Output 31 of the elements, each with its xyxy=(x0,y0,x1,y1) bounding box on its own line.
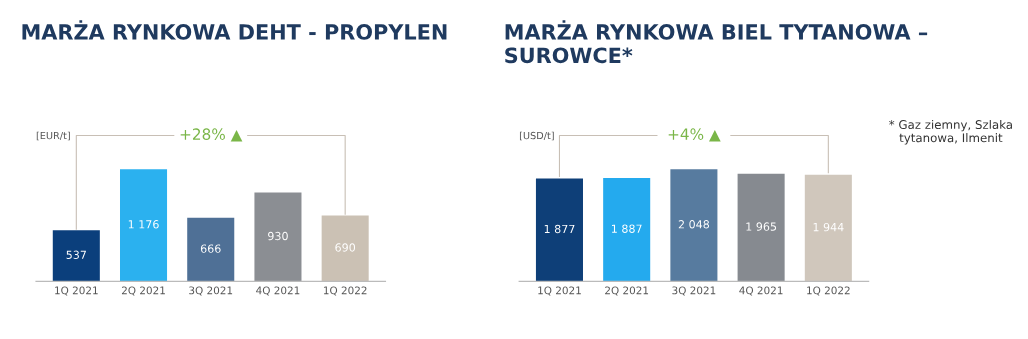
bar xyxy=(254,192,302,282)
x-tick-label: 4Q 2021 xyxy=(256,286,300,296)
data-label: 1 887 xyxy=(612,224,642,233)
chart-title: MARŻA RYNKOWA BIEL TYTANOWA – SUROWCE* xyxy=(505,20,928,64)
bar xyxy=(52,230,100,282)
x-tick-label: 1Q 2021 xyxy=(538,286,581,296)
data-label: 666 xyxy=(200,244,221,253)
text: * Gaz ziemny, Szlaka tytanowa, Ilmenit xyxy=(889,119,1012,145)
x-tick-label: 2Q 2021 xyxy=(605,286,649,296)
x-tick-label: 1Q 2022 xyxy=(807,286,850,296)
y-axis-title: [USD/t] xyxy=(519,131,554,141)
x-tick-label: 4Q 2021 xyxy=(739,286,783,296)
x-tick-label: 1Q 2021 xyxy=(55,286,98,296)
data-label: 1 965 xyxy=(746,222,777,231)
bar xyxy=(120,169,168,282)
data-label: 930 xyxy=(268,231,288,241)
text: +28% ▲ xyxy=(180,128,243,142)
data-label: 537 xyxy=(66,250,86,259)
x-tick-label: 2Q 2021 xyxy=(121,286,165,296)
data-label: 1 176 xyxy=(128,220,159,229)
bar xyxy=(187,217,235,282)
data-label: 1 877 xyxy=(544,224,575,234)
x-tick-label: 3Q 2021 xyxy=(189,286,233,296)
text: +4% ▲ xyxy=(668,128,721,142)
data-label: 1 944 xyxy=(813,222,844,232)
x-tick-label: 3Q 2021 xyxy=(672,286,716,296)
y-axis-title: [EUR/t] xyxy=(36,131,70,141)
data-label: 690 xyxy=(335,243,356,252)
chart-title: MARŻA RYNKOWA DEHT - PROPYLEN xyxy=(22,20,447,40)
data-label: 2 048 xyxy=(678,220,710,229)
x-tick-label: 1Q 2022 xyxy=(323,286,367,296)
